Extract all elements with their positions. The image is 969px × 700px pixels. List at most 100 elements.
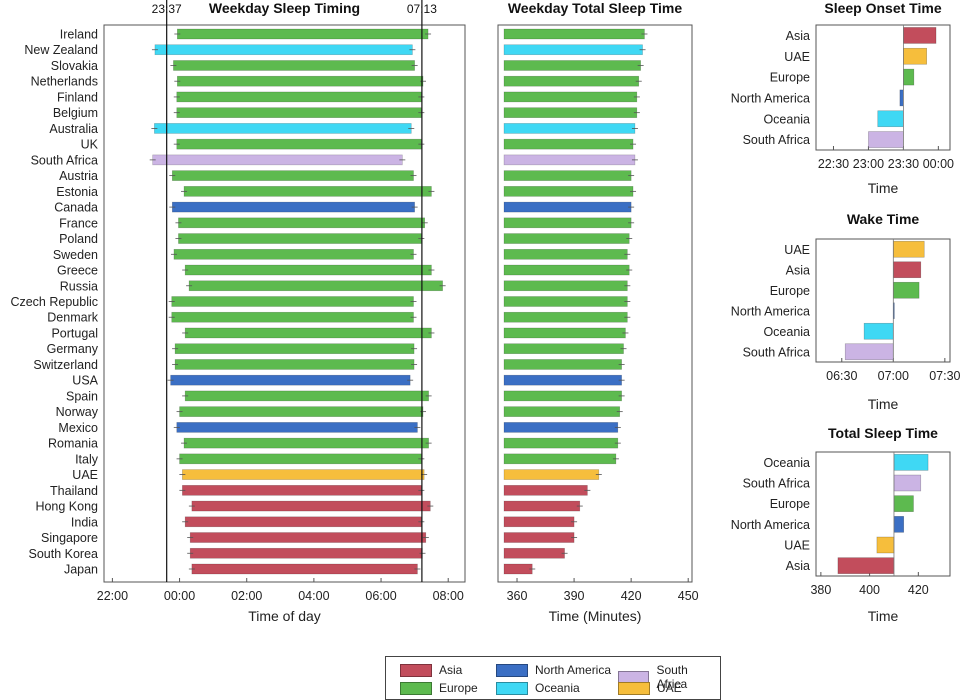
timing-bar-germany bbox=[174, 343, 415, 355]
reference-label-wake: 07:13 bbox=[407, 2, 437, 16]
wake-category-label-europe: Europe bbox=[770, 284, 810, 298]
wake-bar-south-africa bbox=[844, 343, 894, 361]
timing-bar-canada bbox=[171, 201, 415, 213]
legend-item-south-africa: South Africa bbox=[618, 663, 720, 691]
total-bar-finland bbox=[503, 91, 638, 103]
total-bar-new-zealand bbox=[503, 44, 643, 56]
total-bar-uk bbox=[503, 138, 634, 150]
tst-category-label-asia: Asia bbox=[786, 559, 810, 573]
total-bar-czech-republic bbox=[503, 296, 628, 307]
wake-category-label-north-america: North America bbox=[731, 304, 810, 318]
legend-item-europe: Europe bbox=[400, 681, 478, 695]
country-label-india: India bbox=[71, 515, 98, 529]
timing-xtick-label: 00:00 bbox=[164, 589, 195, 603]
tst-bar-north-america bbox=[893, 516, 905, 533]
total-bar-france bbox=[503, 217, 632, 229]
tst-frame bbox=[815, 451, 951, 577]
country-label-italy: Italy bbox=[75, 452, 99, 466]
timing-bar-finland bbox=[176, 91, 422, 103]
tst-xtick-label: 380 bbox=[810, 583, 831, 597]
country-label-poland: Poland bbox=[59, 232, 98, 246]
legend: Asia North America South Africa Europe O… bbox=[385, 656, 721, 700]
timing-bar-italy bbox=[179, 453, 422, 465]
onset-bar-uae bbox=[903, 47, 927, 65]
timing-bar-australia bbox=[154, 123, 412, 134]
total-bar-india bbox=[503, 516, 575, 528]
legend-swatch-north-america bbox=[496, 663, 528, 677]
total-title: Weekday Total Sleep Time bbox=[508, 0, 683, 16]
legend-swatch-oceania bbox=[496, 681, 528, 695]
onset-category-label-asia: Asia bbox=[786, 29, 810, 43]
timing-bar-switzerland bbox=[174, 359, 415, 370]
total-bar-netherlands bbox=[503, 75, 640, 87]
country-label-norway: Norway bbox=[56, 405, 99, 419]
total-xtick-label: 420 bbox=[621, 589, 642, 603]
country-label-slovakia: Slovakia bbox=[51, 59, 98, 73]
total-bar-canada bbox=[503, 201, 632, 213]
wake-title: Wake Time bbox=[847, 211, 920, 227]
country-label-australia: Australia bbox=[49, 122, 98, 136]
country-label-romania: Romania bbox=[48, 437, 98, 451]
country-label-japan: Japan bbox=[64, 563, 98, 577]
timing-bar-japan bbox=[191, 563, 418, 575]
legend-label-europe: Europe bbox=[439, 681, 478, 695]
timing-bar-portugal bbox=[184, 327, 432, 339]
wake-category-label-uae: UAE bbox=[784, 243, 810, 257]
timing-bar-new-zealand bbox=[154, 44, 413, 56]
timing-bar-poland bbox=[178, 233, 422, 244]
timing-xtick-label: 04:00 bbox=[298, 589, 329, 603]
tst-bar-south-africa bbox=[893, 474, 922, 492]
timing-bar-belgium bbox=[176, 107, 422, 118]
timing-bar-india bbox=[184, 516, 422, 528]
onset-category-label-oceania: Oceania bbox=[763, 112, 810, 126]
legend-label-south-africa: South Africa bbox=[656, 663, 688, 691]
onset-title: Sleep Onset Time bbox=[824, 0, 941, 16]
country-label-spain: Spain bbox=[66, 389, 98, 403]
timing-bar-czech-republic bbox=[171, 296, 414, 307]
timing-bar-singapore bbox=[189, 532, 427, 543]
country-label-hong-kong: Hong Kong bbox=[35, 500, 98, 514]
country-label-denmark: Denmark bbox=[47, 311, 98, 325]
timing-bar-netherlands bbox=[177, 75, 424, 87]
legend-item-oceania: Oceania bbox=[496, 681, 580, 695]
onset-category-label-uae: UAE bbox=[784, 50, 810, 64]
timing-bar-uae bbox=[182, 469, 425, 480]
legend-label-asia: Asia bbox=[439, 663, 463, 677]
onset-bar-north-america bbox=[899, 89, 904, 107]
total-bar-switzerland bbox=[503, 359, 622, 370]
timing-xtick-label: 08:00 bbox=[433, 589, 464, 603]
tst-bar-uae bbox=[876, 536, 895, 554]
timing-bar-thailand bbox=[182, 485, 422, 496]
tst-bar-oceania bbox=[893, 454, 929, 471]
total-bar-japan bbox=[503, 563, 533, 575]
timing-bar-ireland bbox=[177, 28, 429, 40]
country-label-finland: Finland bbox=[57, 90, 98, 104]
tst-category-label-uae: UAE bbox=[784, 539, 810, 553]
total-xtick-label: 360 bbox=[507, 589, 528, 603]
tst-bar-asia bbox=[837, 557, 895, 574]
total-bar-germany bbox=[503, 343, 624, 355]
onset-category-label-north-america: North America bbox=[731, 91, 810, 105]
country-label-czech-republic: Czech Republic bbox=[10, 295, 98, 309]
wake-category-label-asia: Asia bbox=[786, 263, 810, 277]
total-bar-mexico bbox=[503, 422, 619, 433]
reference-label-onset: 23:37 bbox=[152, 2, 182, 16]
total-bar-greece bbox=[503, 264, 630, 276]
total-bar-singapore bbox=[503, 532, 575, 543]
legend-swatch-uae bbox=[618, 681, 650, 695]
tst-xtick-label: 400 bbox=[859, 583, 880, 597]
tst-title: Total Sleep Time bbox=[828, 425, 938, 441]
timing-bar-mexico bbox=[176, 422, 418, 433]
country-label-singapore: Singapore bbox=[41, 531, 98, 545]
legend-label-uae: UAE bbox=[657, 681, 682, 695]
total-bar-poland bbox=[503, 233, 630, 244]
country-label-mexico: Mexico bbox=[58, 421, 98, 435]
wake-category-label-south-africa: South Africa bbox=[743, 345, 810, 359]
timing-bar-south-africa bbox=[152, 154, 403, 166]
legend-swatch-europe bbox=[400, 681, 432, 695]
tst-category-label-europe: Europe bbox=[770, 497, 810, 511]
timing-bar-norway bbox=[179, 406, 424, 417]
total-bar-hong-kong bbox=[503, 500, 581, 512]
timing-bar-romania bbox=[183, 437, 429, 449]
legend-swatch-asia bbox=[400, 663, 432, 677]
